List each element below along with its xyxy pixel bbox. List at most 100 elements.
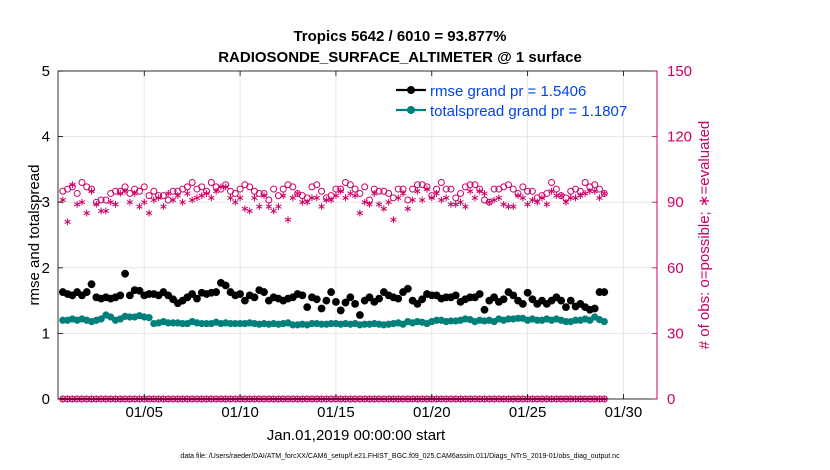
evaluated-obs-point [145, 209, 153, 217]
evaluated-obs-point [596, 194, 603, 202]
possible-obs-point [97, 196, 105, 204]
possible-obs-point [332, 185, 340, 193]
rmse-point [322, 296, 331, 305]
rmse-point [403, 284, 412, 293]
possible-obs-point [471, 181, 479, 189]
evaluated-obs-point [160, 203, 167, 210]
evaluated-obs-point [174, 192, 181, 200]
legend-spread-label: totalspread grand pr = 1.1807 [430, 103, 627, 120]
evaluated-obs-point [318, 203, 325, 210]
possible-obs-point [126, 189, 134, 197]
possible-obs-point [102, 196, 110, 204]
rmse-point [193, 294, 201, 303]
possible-obs-point [452, 194, 460, 202]
evaluated-obs-point [69, 181, 76, 189]
possible-obs-point [164, 196, 172, 204]
right-tick-label: 90 [667, 194, 684, 211]
evaluated-obs-point [150, 196, 158, 204]
evaluated-obs-point [212, 187, 220, 195]
evaluated-obs-point [83, 209, 90, 217]
rmse-point [509, 291, 518, 300]
possible-obs-point [313, 181, 321, 189]
possible-obs-point [135, 187, 143, 195]
evaluated-obs-point [399, 190, 407, 197]
evaluated-obs-point [342, 194, 349, 202]
evaluated-obs-point [534, 198, 541, 206]
evaluated-obs-point [270, 207, 277, 215]
possible-obs-point [519, 183, 527, 191]
evaluated-obs-point [222, 183, 229, 191]
evaluated-obs-point [524, 200, 531, 208]
evaluated-obs-point [73, 200, 81, 208]
legend: rmse grand pr = 1.5406 totalspread grand… [396, 83, 627, 120]
possible-obs-point [504, 181, 512, 189]
evaluated-obs-point [562, 198, 570, 206]
evaluated-obs-point [519, 194, 527, 202]
possible-obs-point [270, 185, 278, 193]
rmse-point [355, 311, 364, 319]
evaluated-obs-point [78, 198, 86, 206]
right-tick-label: 30 [667, 325, 684, 342]
rmse-point [600, 288, 609, 296]
evaluated-obs-point [577, 192, 584, 200]
possible-obs-point [112, 187, 120, 195]
evaluated-obs-point [141, 198, 148, 206]
evaluated-obs-point [442, 194, 450, 202]
possible-obs-point [78, 179, 86, 187]
evaluated-obs-point [471, 194, 479, 202]
chart-title-line2: RADIOSONDE_SURFACE_ALTIMETER @ 1 surface [218, 49, 582, 66]
evaluated-obs-point [500, 200, 507, 208]
possible-obs-point [346, 181, 354, 189]
rmse-point [562, 303, 570, 312]
rmse-point [212, 288, 221, 296]
evaluated-obs-point [251, 194, 258, 202]
evaluated-obs-point [165, 190, 172, 197]
possible-obs-point [552, 185, 560, 193]
evaluated-obs-point [462, 203, 469, 210]
evaluated-obs-point [543, 200, 550, 208]
rmse-point [566, 296, 575, 305]
possible-obs-point [188, 179, 196, 187]
totalspread-series [59, 311, 608, 329]
evaluated-obs-point [433, 190, 440, 197]
data-file-footer: data file: /Users/raeder/DAI/ATM_forcXX/… [180, 453, 620, 460]
possible-obs-point [490, 185, 498, 193]
evaluated-obs-point [404, 205, 412, 213]
evaluated-obs-point [327, 196, 335, 204]
x-tick-label: 01/20 [413, 404, 451, 421]
possible-obs-point [198, 183, 206, 191]
evaluated-obs-point [356, 209, 364, 217]
evaluated-obs-point [510, 203, 517, 210]
right-tick-label: 0 [667, 391, 675, 408]
rmse-point [518, 299, 527, 308]
evaluated-obs-point [131, 190, 138, 197]
evaluated-obs-point [380, 205, 388, 213]
rmse-point [82, 288, 91, 296]
evaluated-obs-point [193, 194, 201, 202]
left-tick-label: 0 [42, 391, 50, 408]
evaluated-obs-point [337, 187, 344, 195]
rmse-point [475, 290, 484, 298]
evaluated-obs-point [121, 187, 129, 195]
evaluated-obs-point [375, 200, 383, 208]
possible-obs-point [231, 189, 239, 197]
possible-obs-point [159, 192, 167, 200]
rmse-point [346, 293, 355, 302]
left-tick-label: 3 [42, 194, 50, 211]
rmse-series [58, 269, 609, 319]
possible-obs-point [404, 196, 412, 204]
evaluated-obs-point [351, 192, 359, 200]
possible-obs-point [442, 185, 450, 193]
evaluated-obs-point [112, 200, 119, 208]
possible-obs-point [595, 185, 603, 193]
evaluated-obs-point [481, 190, 488, 197]
legend-rmse-label: rmse grand pr = 1.5406 [430, 83, 586, 100]
evaluated-obs-point [203, 190, 210, 197]
possible-obs-point [375, 187, 383, 195]
evaluated-obs-point [236, 194, 244, 202]
chart-title-line1: Tropics 5642 / 6010 = 93.877% [293, 28, 506, 45]
evaluated-obs-point [438, 196, 445, 204]
rmse-point [125, 291, 134, 300]
evaluated-obs-point [581, 190, 589, 197]
